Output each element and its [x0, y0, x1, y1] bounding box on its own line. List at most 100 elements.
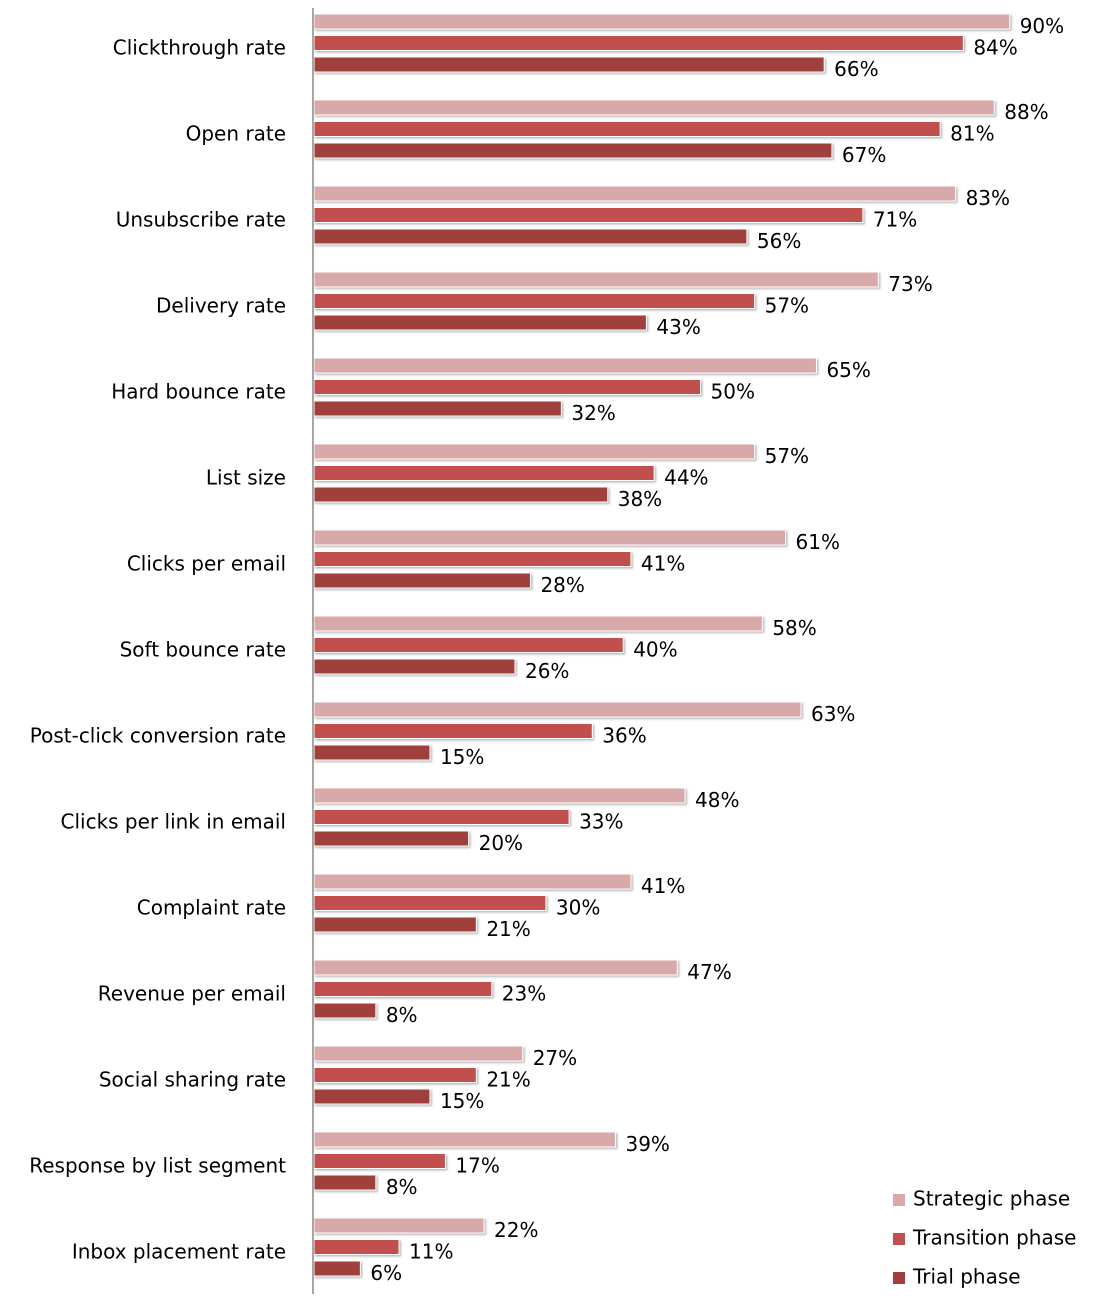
value-label: 61%: [796, 530, 840, 554]
bar: [313, 142, 833, 159]
value-label: 56%: [757, 229, 801, 253]
bar: [313, 293, 756, 309]
value-label: 30%: [556, 896, 600, 920]
y-tick-label: Delivery rate: [156, 294, 286, 318]
bar: [313, 1045, 524, 1062]
value-label: 88%: [1004, 100, 1048, 124]
value-label: 90%: [1020, 14, 1064, 38]
legend-label: Transition phase: [912, 1226, 1076, 1250]
y-tick-label: Revenue per email: [98, 982, 286, 1006]
y-tick-label: Clicks per link in email: [61, 810, 287, 834]
bar: [313, 271, 879, 288]
value-label: 44%: [664, 466, 708, 490]
bar: [313, 1217, 485, 1234]
bar: [313, 723, 593, 739]
y-tick-label: Post-click conversion rate: [30, 724, 286, 748]
value-label: 57%: [765, 444, 809, 468]
value-label: 47%: [687, 960, 731, 984]
value-label: 41%: [641, 552, 685, 576]
bar: [313, 916, 477, 933]
bar: [313, 35, 964, 51]
value-label: 48%: [695, 788, 739, 812]
bar: [313, 1131, 616, 1148]
y-tick-label: Open rate: [186, 122, 286, 146]
bar: [313, 56, 825, 73]
value-label: 6%: [370, 1261, 402, 1285]
bar: [313, 658, 516, 675]
value-label: 83%: [966, 186, 1010, 210]
bar: [313, 830, 470, 847]
value-label: 40%: [633, 638, 677, 662]
bar: [313, 121, 941, 137]
bar: [313, 959, 678, 976]
y-tick-label: Inbox placement rate: [72, 1240, 286, 1264]
bar: [313, 529, 787, 546]
value-label: 41%: [641, 874, 685, 898]
bar: [313, 701, 802, 718]
bar: [313, 1260, 361, 1277]
value-label: 65%: [826, 358, 870, 382]
value-label: 39%: [625, 1132, 669, 1156]
value-label: 21%: [486, 917, 530, 941]
y-tick-label: List size: [206, 466, 286, 490]
bar: [313, 895, 547, 911]
bar: [313, 809, 570, 825]
bar: [313, 314, 647, 331]
value-label: 8%: [386, 1175, 418, 1199]
value-label: 73%: [888, 272, 932, 296]
value-label: 38%: [618, 487, 662, 511]
value-label: 57%: [765, 294, 809, 318]
bar: [313, 357, 817, 374]
bar: [313, 1088, 431, 1105]
value-label: 15%: [440, 1089, 484, 1113]
bar: [313, 637, 624, 653]
value-label: 36%: [602, 724, 646, 748]
y-tick-label: Clicks per email: [127, 552, 286, 576]
y-tick-label: Soft bounce rate: [120, 638, 286, 662]
value-label: 58%: [772, 616, 816, 640]
y-tick-label: Complaint rate: [137, 896, 286, 920]
value-label: 84%: [973, 36, 1017, 60]
bar: [313, 207, 864, 223]
value-label: 63%: [811, 702, 855, 726]
bar: [313, 379, 701, 395]
bar: [313, 486, 609, 503]
bar: [313, 443, 756, 460]
bar: [313, 1153, 446, 1169]
bar: [313, 185, 957, 202]
y-tick-label: Response by list segment: [29, 1154, 286, 1178]
bar: [313, 787, 686, 804]
value-label: 11%: [409, 1240, 453, 1264]
value-label: 66%: [834, 57, 878, 81]
bar: [313, 1174, 377, 1191]
bar: [313, 615, 763, 632]
value-label: 27%: [533, 1046, 577, 1070]
bar: [313, 873, 632, 890]
bar: [313, 551, 632, 567]
bar: [313, 1067, 477, 1083]
value-label: 15%: [440, 745, 484, 769]
value-label: 32%: [571, 401, 615, 425]
y-tick-label: Hard bounce rate: [111, 380, 286, 404]
value-label: 22%: [494, 1218, 538, 1242]
y-tick-label: Clickthrough rate: [113, 36, 286, 60]
value-label: 43%: [656, 315, 700, 339]
bar: [313, 99, 995, 116]
y-tick-label: Social sharing rate: [99, 1068, 286, 1092]
bar: [313, 1002, 377, 1019]
y-tick-label: Unsubscribe rate: [116, 208, 286, 232]
bar: [313, 400, 562, 417]
legend-swatch: [893, 1272, 905, 1284]
bar: [313, 465, 655, 481]
value-label: 81%: [950, 122, 994, 146]
bar: [313, 572, 531, 589]
value-label: 28%: [540, 573, 584, 597]
value-label: 50%: [711, 380, 755, 404]
bar: [313, 981, 493, 997]
value-label: 67%: [842, 143, 886, 167]
legend-swatch: [893, 1194, 905, 1206]
bar: [313, 1239, 400, 1255]
value-label: 20%: [479, 831, 523, 855]
bar: [313, 228, 748, 245]
